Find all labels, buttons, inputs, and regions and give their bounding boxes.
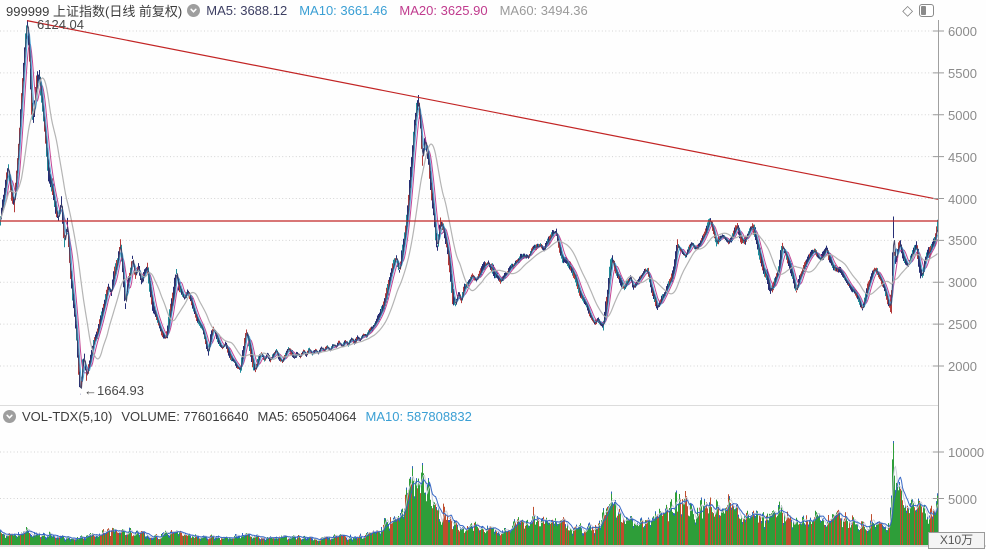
price-axis-label: 2000 [948,359,977,374]
window-tool-icons: ◇ [902,2,934,18]
vol-ma10-legend: MA10: 587808832 [365,408,472,424]
price-axis-label: 4500 [948,149,977,165]
chevron-down-icon [6,414,13,419]
price-axis-label: 2500 [948,317,977,333]
low-annotation: ←1664.93 [84,383,144,398]
volume-axis-label: 5000 [948,491,977,507]
main-chart-header: 999999 上证指数(日线 前复权) MA5: 3688.12 MA10: 3… [6,2,600,19]
collapse-main-chart-icon[interactable] [187,3,201,17]
price-axis-label: 3000 [948,275,977,291]
price-axis-label: 3500 [948,233,977,249]
vol-ma5-legend: MA5: 650504064 [257,408,357,424]
price-axis-label: 4000 [948,191,977,207]
price-axis-label: 5000 [948,107,977,123]
volume-header: VOL-TDX(5,10) VOLUME: 776016640 MA5: 650… [3,408,481,424]
volume-value-legend: VOLUME: 776016640 [121,408,249,424]
ma5-legend: MA5: 3688.12 [206,2,288,18]
collapse-volume-panel-icon[interactable] [3,409,16,423]
price-axis-label: 6000 [948,24,977,39]
panel-layout-icon[interactable] [919,3,934,17]
diamond-icon[interactable]: ◇ [902,1,913,18]
volume-axis-label: 10000 [948,445,985,460]
ma10-legend: MA10: 3661.46 [299,2,388,18]
vol-indicator-legend: VOL-TDX(5,10) [22,408,113,424]
ma60-legend: MA60: 3494.36 [499,2,588,18]
price-axis-label: 5500 [948,65,977,81]
volume-unit-label: X10万 [928,532,985,549]
high-annotation: 6124.04 [37,17,84,32]
chevron-down-icon [190,8,197,13]
ma20-legend: MA20: 3625.90 [399,2,488,18]
chart-title: 999999 上证指数(日线 前复权) [6,3,183,19]
